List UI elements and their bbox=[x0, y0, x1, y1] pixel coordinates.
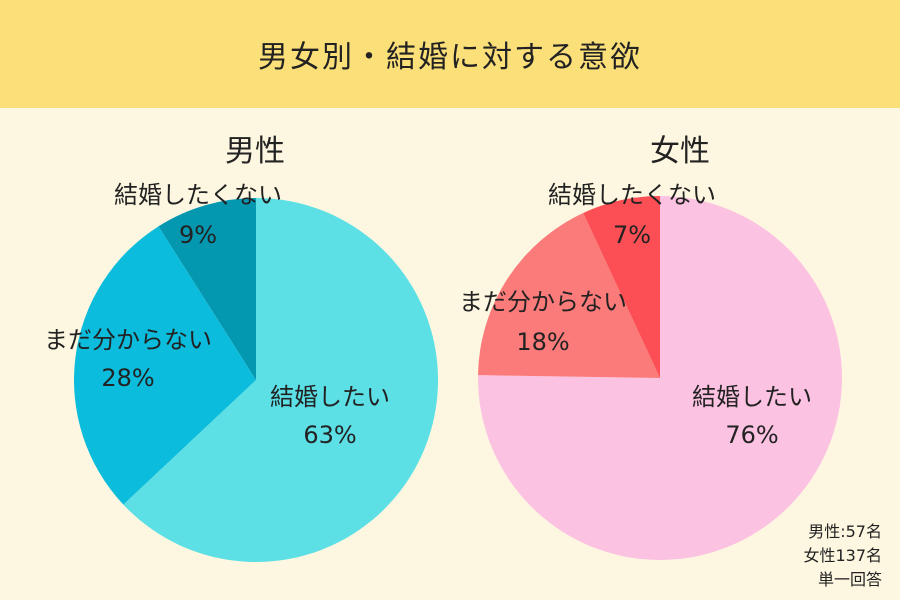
note-answer-type: 単一回答 bbox=[817, 570, 882, 589]
note-female-count: 女性137名 bbox=[803, 546, 882, 565]
female-slice-1 bbox=[478, 212, 660, 378]
note-male-count: 男性:57名 bbox=[808, 522, 882, 541]
female-slice-2 bbox=[583, 196, 660, 378]
male-chart-title: 男性 bbox=[225, 134, 285, 169]
male-slice-label-2: 結婚したくない bbox=[114, 181, 282, 209]
female-slice-label-1: まだ分からない bbox=[459, 288, 627, 316]
male-slice-value-2: 9% bbox=[179, 221, 217, 249]
female-slice-value-0: 76% bbox=[725, 421, 778, 449]
male-slice-value-1: 28% bbox=[101, 364, 154, 392]
male-slice-label-0: 結婚したい bbox=[270, 383, 390, 411]
sample-note: 男性:57名 女性137名 単一回答 bbox=[803, 520, 882, 592]
female-slice-label-2: 結婚したくない bbox=[548, 181, 716, 209]
male-slice-label-1: まだ分からない bbox=[44, 326, 212, 354]
female-chart-title: 女性 bbox=[650, 134, 710, 169]
header-bar: 男女別・結婚に対する意欲 bbox=[0, 0, 900, 108]
male-slice-value-0: 63% bbox=[303, 421, 356, 449]
male-slice-1 bbox=[73, 226, 256, 505]
female-slice-0 bbox=[477, 196, 842, 560]
female-slice-value-1: 18% bbox=[516, 328, 569, 356]
chart-main-title: 男女別・結婚に対する意欲 bbox=[258, 40, 642, 75]
female-slice-value-2: 7% bbox=[613, 221, 651, 249]
male-slice-0 bbox=[123, 198, 439, 562]
male-slice-2 bbox=[158, 198, 256, 380]
female-slice-label-0: 結婚したい bbox=[692, 383, 812, 411]
